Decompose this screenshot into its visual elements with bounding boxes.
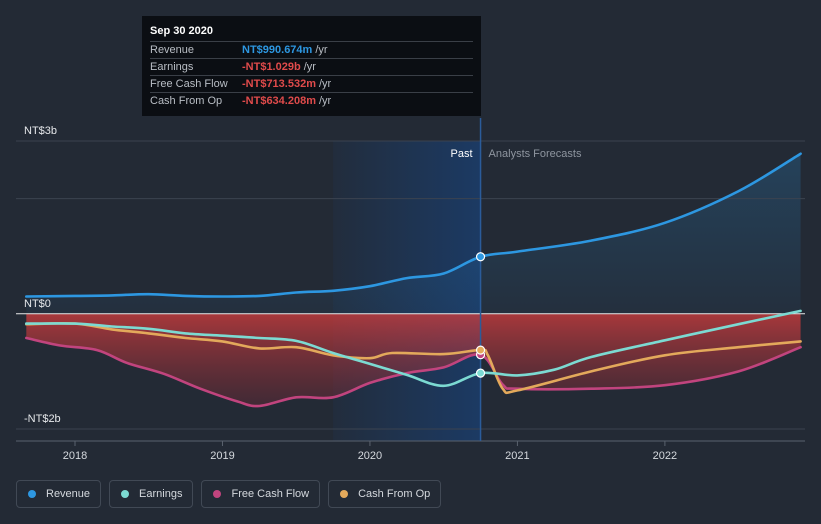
point-marker-earnings xyxy=(475,368,486,378)
legend-dot-icon xyxy=(121,490,130,498)
series-line-fcf xyxy=(25,336,802,408)
tooltip-unit: /yr xyxy=(303,61,316,73)
x-tick-label: 2019 xyxy=(210,450,234,462)
tooltip-value: -NT$1.029b xyxy=(242,61,301,73)
financial-chart: NT$3b NT$0 -NT$2b 2018 2019 2020 2021 2022 Past A… xyxy=(16,118,805,462)
legend-label: Earnings xyxy=(139,488,183,500)
tooltip-label: Cash From Op xyxy=(150,95,223,107)
x-tick-label: 2018 xyxy=(63,450,87,462)
legend-toggle-free-cash-flow[interactable]: Free Cash Flow xyxy=(201,480,321,508)
tooltip-label: Free Cash Flow xyxy=(150,78,228,90)
point-marker-revenue xyxy=(475,252,486,262)
tooltip-row-free-cash-flow: Free Cash Flow -NT$713.532m /yr xyxy=(150,75,473,92)
tooltip-label: Revenue xyxy=(150,44,195,56)
tooltip-value: NT$990.674m xyxy=(242,44,313,56)
legend-toggle-earnings[interactable]: Earnings xyxy=(109,480,194,508)
y-tick-label: NT$3b xyxy=(24,125,57,137)
tooltip-row-revenue: Revenue NT$990.674m /yr xyxy=(150,41,473,58)
negative-area xyxy=(26,313,801,407)
legend-label: Cash From Op xyxy=(358,488,431,500)
chart-legend: Revenue Earnings Free Cash Flow Cash Fro… xyxy=(16,480,442,508)
tooltip-row-earnings: Earnings -NT$1.029b /yr xyxy=(150,58,473,75)
tooltip-row-cash-from-op: Cash From Op -NT$634.208m /yr xyxy=(150,92,473,109)
legend-label: Revenue xyxy=(46,488,91,500)
legend-toggle-cash-from-op[interactable]: Cash From Op xyxy=(328,480,442,508)
tooltip-value: -NT$634.208m xyxy=(242,95,316,107)
tooltip-date: Sep 30 2020 xyxy=(150,25,213,37)
tooltip-unit: /yr xyxy=(319,95,332,107)
revenue-area xyxy=(26,153,801,314)
legend-dot-icon xyxy=(213,490,222,498)
tooltip-label: Earnings xyxy=(150,61,194,73)
tooltip-unit: /yr xyxy=(319,78,332,90)
point-marker-cfo xyxy=(475,345,486,355)
y-tick-label: -NT$2b xyxy=(24,413,61,425)
tooltip-value: -NT$713.532m xyxy=(242,78,316,90)
series-line-earnings xyxy=(25,309,802,388)
y-tick-label: NT$0 xyxy=(24,298,51,310)
data-tooltip: Sep 30 2020 Revenue NT$990.674m /yr Earn… xyxy=(142,16,481,116)
x-tick-label: 2021 xyxy=(505,450,529,462)
legend-label: Free Cash Flow xyxy=(231,488,310,500)
series-line-cfo xyxy=(25,322,802,395)
past-label: Past xyxy=(451,148,473,160)
tooltip-unit: /yr xyxy=(315,44,328,56)
x-tick-label: 2022 xyxy=(653,450,677,462)
series-line-revenue xyxy=(25,152,802,298)
legend-toggle-revenue[interactable]: Revenue xyxy=(16,480,102,508)
legend-dot-icon xyxy=(28,490,36,498)
legend-dot-icon xyxy=(340,490,349,498)
x-tick-label: 2020 xyxy=(358,450,382,462)
forecast-label: Analysts Forecasts xyxy=(489,148,582,160)
